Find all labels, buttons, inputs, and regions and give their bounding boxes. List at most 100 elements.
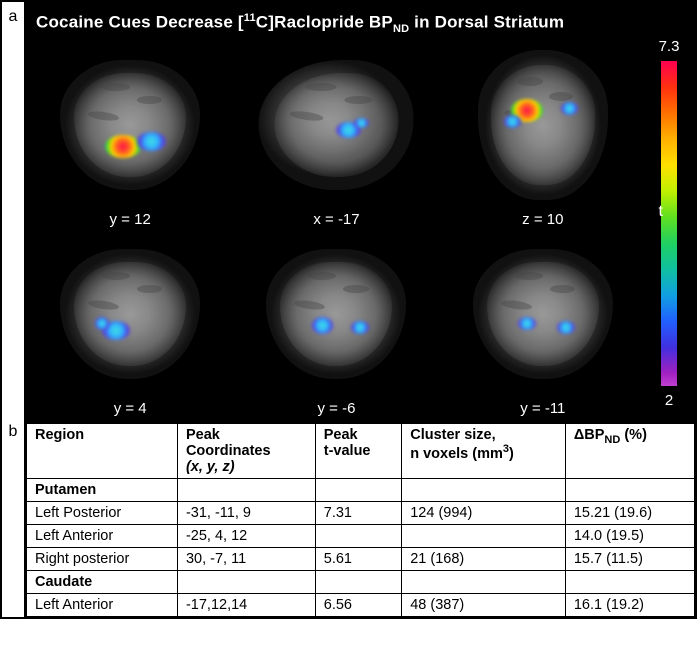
th-dbp-post: (%) — [620, 427, 647, 443]
empty-cell — [177, 479, 315, 502]
cell-cluster: 21 (168) — [402, 548, 566, 571]
th-dbp: ΔBPND (%) — [565, 424, 694, 479]
empty-cell — [402, 571, 566, 594]
th-region: Region — [27, 424, 178, 479]
empty-cell — [177, 571, 315, 594]
panel-b-content: Region Peak Coordinates (x, y, z) Peak t… — [26, 421, 695, 617]
scan-cell: x = -17 — [238, 43, 434, 228]
panel-a: Cocaine Cues Decrease [11C]Raclopride BP… — [26, 2, 695, 421]
brain-scan-image — [454, 43, 632, 207]
colorbar-label: t — [659, 203, 663, 221]
scan-coordinate-label: y = -6 — [318, 396, 356, 417]
section-name-cell: Putamen — [27, 479, 178, 502]
th-cluster-l1: Cluster size, — [410, 427, 495, 443]
th-dbp-pre: ΔBP — [574, 427, 605, 443]
results-table: Region Peak Coordinates (x, y, z) Peak t… — [26, 423, 695, 617]
scan-coordinate-label: x = -17 — [313, 207, 359, 228]
title-superscript: 11 — [244, 12, 256, 24]
scan-coordinate-label: y = 12 — [110, 207, 151, 228]
table-header-row: Region Peak Coordinates (x, y, z) Peak t… — [27, 424, 695, 479]
th-tval-l2: t-value — [324, 443, 371, 459]
table-section-row: Caudate — [27, 571, 695, 594]
scan-grid: y = 12 x = -17 z = 10 y = 4 y = -6 y = -11 — [32, 43, 641, 417]
empty-cell — [565, 479, 694, 502]
activation-cluster — [137, 132, 165, 152]
activation-cluster — [351, 321, 369, 334]
th-tval-l1: Peak — [324, 427, 358, 443]
table-body: PutamenLeft Posterior-31, -11, 97.31124 … — [27, 479, 695, 617]
cell-region: Right posterior — [27, 548, 178, 571]
brain-scan-image — [247, 43, 425, 207]
panel-a-title: Cocaine Cues Decrease [11C]Raclopride BP… — [32, 10, 641, 43]
cell-coords: -25, 4, 12 — [177, 525, 315, 548]
panel-a-label: a — [2, 2, 24, 26]
cell-tval: 6.56 — [315, 594, 401, 617]
scan-cell: y = 4 — [32, 232, 228, 417]
panel-label-column: a — [2, 2, 26, 421]
empty-cell — [315, 571, 401, 594]
colorbar-max: 7.3 — [659, 38, 680, 55]
brain-axial-icon — [478, 50, 608, 200]
cell-dbp: 15.7 (11.5) — [565, 548, 694, 571]
activation-cluster — [354, 118, 368, 128]
scan-coordinate-label: y = -11 — [520, 396, 565, 417]
th-cluster-l3: ) — [509, 446, 514, 462]
cell-region: Left Posterior — [27, 502, 178, 525]
brain-scan-image — [247, 232, 425, 396]
empty-cell — [315, 479, 401, 502]
scan-cell: y = -11 — [445, 232, 641, 417]
title-text-mid: C]Raclopride BP — [256, 13, 393, 32]
colorbar-min: 2 — [665, 392, 673, 409]
table-row: Right posterior30, -7, 115.6121 (168)15.… — [27, 548, 695, 571]
brain-coronal-icon — [473, 249, 613, 379]
brain-sagittal-icon — [259, 60, 414, 190]
th-tval: Peak t-value — [315, 424, 401, 479]
cell-dbp: 15.21 (19.6) — [565, 502, 694, 525]
cell-region: Left Anterior — [27, 594, 178, 617]
table-row: Left Posterior-31, -11, 97.31124 (994)15… — [27, 502, 695, 525]
th-cluster-l2: n voxels (mm — [410, 446, 503, 462]
cell-tval: 7.31 — [315, 502, 401, 525]
title-subscript: ND — [393, 23, 409, 35]
cell-coords: 30, -7, 11 — [177, 548, 315, 571]
brain-scan-image — [41, 232, 219, 396]
scan-cell: z = 10 — [445, 43, 641, 228]
th-cluster: Cluster size, n voxels (mm3) — [402, 424, 566, 479]
section-name-cell: Caudate — [27, 571, 178, 594]
cell-cluster: 124 (994) — [402, 502, 566, 525]
table-row: Left Anterior-25, 4, 12 14.0 (19.5) — [27, 525, 695, 548]
cell-cluster: 48 (387) — [402, 594, 566, 617]
scan-cell: y = 12 — [32, 43, 228, 228]
th-dbp-sub: ND — [604, 434, 620, 446]
cell-tval — [315, 525, 401, 548]
activation-cluster — [105, 135, 141, 158]
table-wrapper: Region Peak Coordinates (x, y, z) Peak t… — [26, 421, 695, 617]
activation-cluster — [557, 321, 575, 334]
brain-coronal-icon — [266, 249, 406, 379]
cell-cluster — [402, 525, 566, 548]
th-coords-l1: Peak — [186, 427, 220, 443]
panel-b-row: b Region Peak Coordinates (x, y, z) — [2, 421, 695, 617]
table-section-row: Putamen — [27, 479, 695, 502]
th-coords-l3: (x, y, z) — [186, 459, 235, 475]
brain-scan-image — [454, 232, 632, 396]
cell-region: Left Anterior — [27, 525, 178, 548]
title-text-pre: Cocaine Cues Decrease [ — [36, 13, 244, 32]
panel-label-column: b — [2, 421, 26, 617]
cell-coords: -17,12,14 — [177, 594, 315, 617]
table-row: Left Anterior-17,12,146.5648 (387)16.1 (… — [27, 594, 695, 617]
scan-cell: y = -6 — [238, 232, 434, 417]
brain-coronal-icon — [60, 249, 200, 379]
th-coords-l2: Coordinates — [186, 443, 271, 459]
th-coords: Peak Coordinates (x, y, z) — [177, 424, 315, 479]
brain-scan-image — [41, 43, 219, 207]
cell-coords: -31, -11, 9 — [177, 502, 315, 525]
activation-cluster — [312, 317, 333, 333]
panel-a-content: Cocaine Cues Decrease [11C]Raclopride BP… — [26, 2, 695, 421]
empty-cell — [402, 479, 566, 502]
panel-a-row: a Cocaine Cues Decrease [11C]Raclopride … — [2, 2, 695, 421]
cell-dbp: 14.0 (19.5) — [565, 525, 694, 548]
cell-dbp: 16.1 (19.2) — [565, 594, 694, 617]
colorbar: 7.3 t 2 — [647, 2, 695, 421]
scan-coordinate-label: z = 10 — [522, 207, 563, 228]
